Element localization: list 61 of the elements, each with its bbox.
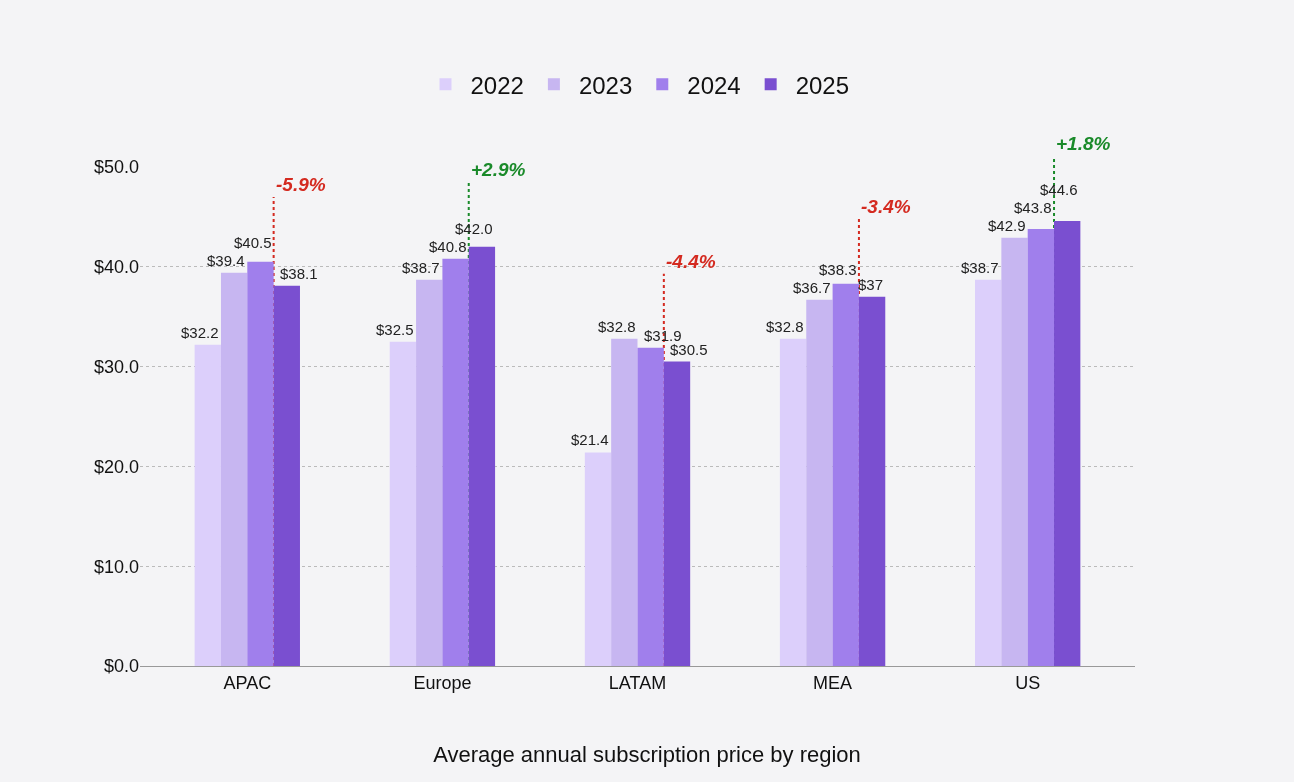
data-label: $30.5 [670, 341, 708, 358]
bar [389, 341, 417, 666]
x-tick-label: MEA [813, 672, 853, 693]
y-tick-label: $30.0 [93, 356, 139, 377]
data-label: $32.8 [598, 318, 636, 335]
bar [858, 296, 886, 666]
bar [1054, 220, 1081, 666]
legend-label: 2022 [470, 71, 524, 99]
bar [194, 344, 221, 666]
data-label: $32.2 [181, 324, 219, 341]
data-label: $42.0 [455, 220, 493, 237]
data-label: $38.7 [961, 259, 999, 276]
bar [220, 272, 248, 666]
ref-line-label: +1.8% [1056, 133, 1111, 154]
data-label: $39.4 [207, 252, 245, 269]
bar [468, 246, 496, 666]
y-tick-label: $20.0 [93, 456, 139, 477]
y-tick-label: $10.0 [93, 556, 139, 577]
x-tick-label: APAC [223, 672, 272, 693]
bar [611, 338, 638, 666]
bar [663, 361, 691, 666]
data-label: $42.9 [988, 217, 1026, 234]
y-tick-label: $40.0 [93, 257, 139, 278]
data-label: $38.7 [402, 259, 440, 276]
data-label: $36.7 [793, 279, 831, 296]
bar [273, 285, 300, 666]
bar [584, 452, 612, 666]
data-label: $38.3 [819, 261, 857, 278]
bar [416, 279, 443, 666]
legend-label: 2025 [795, 71, 850, 99]
x-tick-label: Europe [413, 672, 472, 693]
bar [975, 279, 1002, 666]
text: Average annual subscription price by region [433, 742, 861, 768]
ref-line-label: -5.9% [276, 174, 326, 195]
bar [1001, 237, 1028, 666]
data-label: $38.1 [280, 265, 318, 282]
data-label: $21.4 [571, 431, 609, 448]
x-tick-label: US [1015, 672, 1041, 693]
data-label: $31.9 [644, 327, 682, 344]
data-label: $32.5 [376, 321, 414, 338]
y-tick-label: $0.0 [103, 656, 139, 677]
legend-label: 2023 [578, 71, 633, 99]
bar [832, 283, 859, 666]
data-label: $32.8 [766, 318, 804, 335]
data-label: $40.8 [429, 238, 467, 255]
x-tick-label: LATAM [608, 672, 667, 693]
legend-label: 2024 [687, 71, 741, 99]
ref-line-label: -4.4% [666, 251, 716, 272]
bar [247, 261, 274, 666]
data-label: $37 [858, 276, 884, 293]
bar [442, 258, 469, 666]
ref-line-label: -3.4% [861, 196, 911, 217]
ref-line-label: +2.9% [471, 159, 526, 180]
data-label: $43.8 [1014, 199, 1052, 216]
bar [779, 338, 807, 666]
data-label: $44.6 [1040, 181, 1078, 198]
y-tick-label: $50.0 [93, 157, 139, 178]
bar [1027, 228, 1055, 666]
bar [806, 299, 833, 666]
data-label: $40.5 [234, 234, 272, 251]
bar [637, 347, 664, 666]
